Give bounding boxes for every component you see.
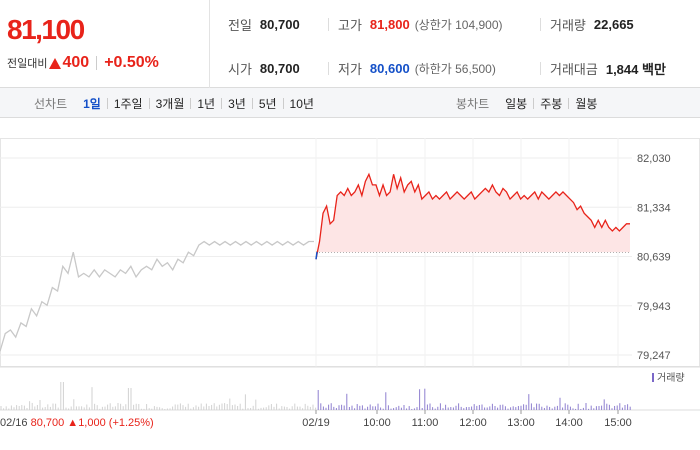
line-chart-label: 선차트 — [34, 96, 68, 111]
stat-prev-close: 전일 80,700 — [228, 14, 300, 34]
change-row: 전일대비 400 +0.50% — [7, 54, 159, 72]
prev-day-change: 1,000 — [78, 417, 109, 429]
divider — [328, 18, 329, 31]
today-area-fill — [316, 174, 630, 260]
current-price: 81,100 — [7, 14, 85, 45]
x-tick-label: 13:00 — [507, 417, 535, 429]
tab-line-6[interactable]: 10년 — [289, 96, 314, 111]
y-tick-label: 80,639 — [637, 252, 671, 264]
stat-label: 거래량 — [550, 17, 586, 33]
divider — [328, 62, 329, 75]
stat-low: 저가 80,600 (하한가 56,500) — [338, 58, 496, 78]
volume-legend: 거래량 — [657, 372, 685, 384]
x-tick-label: 10:00 — [363, 417, 391, 429]
x-tick-label: 14:00 — [555, 417, 583, 429]
prev-day-line — [0, 240, 314, 352]
stats-grid: 전일 80,700 고가 81,800 (상한가 104,900) 거래량 22… — [210, 0, 700, 88]
stat-label: 저가 — [338, 61, 362, 77]
tab-divider — [282, 97, 284, 109]
lower-limit: (하한가 56,500) — [414, 61, 496, 76]
upper-limit: (상한가 104,900) — [414, 17, 503, 32]
price-chart[interactable]: 82,030 81,334 80,639 79,943 79,247 거래량 02/19 10… — [0, 118, 700, 450]
price-box: 81,100 전일대비 400 +0.50% — [0, 0, 210, 88]
tab-divider — [533, 97, 535, 109]
prev-day-price: 80,700 — [31, 417, 68, 429]
stat-value: 22,665 — [593, 16, 634, 32]
tab-candle-1[interactable]: 주봉 — [540, 96, 563, 111]
tab-line-4[interactable]: 3년 — [228, 96, 246, 111]
x-tick-label: 11:00 — [412, 417, 439, 429]
divider — [540, 62, 541, 75]
tab-line-2[interactable]: 3개월 — [155, 96, 185, 111]
tab-line-1[interactable]: 1주일 — [113, 96, 143, 111]
stat-value: 80,600 — [369, 60, 410, 76]
x-tick-label: 02/19 — [302, 417, 330, 429]
change-percent: +0.50% — [104, 54, 159, 71]
tab-line-0[interactable]: 1일 — [83, 96, 101, 111]
stat-value: 1,844 백만 — [605, 61, 666, 77]
up-arrow-icon — [49, 57, 62, 69]
stat-amount: 거래대금 1,844 백만 — [550, 58, 666, 78]
chart-tab-bar: 선차트 1일 1주일 3개월 1년 3년 5년 10년 봉차트 일봉 주봉 월봉 — [0, 88, 700, 118]
quote-header: 81,100 전일대비 400 +0.50% 전일 80,700 고가 81,8… — [0, 0, 700, 88]
tab-candle-0[interactable]: 일봉 — [505, 96, 528, 111]
candle-chart-tabs: 봉차트 일봉 주봉 월봉 — [456, 88, 597, 118]
x-tick-label: 12:00 — [459, 417, 487, 429]
stat-label: 전일 — [228, 17, 252, 33]
line-chart-tabs: 선차트 1일 1주일 3개월 1년 3년 5년 10년 — [34, 88, 314, 118]
change-label: 전일대비 — [7, 58, 48, 70]
stat-value: 80,700 — [259, 16, 300, 32]
up-arrow-icon: ▲ — [67, 417, 78, 429]
tab-divider — [106, 97, 108, 109]
stat-volume: 거래량 22,665 — [550, 14, 634, 34]
prev-day-info: 02/16 80,700 ▲1,000 (+1.25%) — [0, 417, 154, 429]
tab-line-5[interactable]: 5년 — [258, 96, 277, 111]
tab-divider — [148, 97, 150, 109]
tab-divider — [190, 97, 192, 109]
y-tick-label: 81,334 — [637, 202, 671, 214]
prev-day-percent: (+1.25%) — [109, 417, 154, 429]
change-value: 400 — [62, 54, 90, 71]
volume-legend-swatch — [652, 373, 654, 382]
stat-value: 81,800 — [369, 16, 410, 32]
divider — [540, 18, 541, 31]
stat-label: 거래대금 — [550, 61, 598, 77]
prev-day-date: 02/16 — [0, 417, 31, 429]
tab-divider — [568, 97, 570, 109]
tab-divider — [251, 97, 253, 109]
y-tick-label: 79,943 — [637, 301, 671, 313]
divider — [96, 56, 98, 70]
candle-chart-label: 봉차트 — [456, 96, 490, 111]
x-tick-label: 15:00 — [604, 417, 632, 429]
stat-label: 시가 — [228, 61, 252, 77]
stat-open: 시가 80,700 — [228, 58, 300, 78]
stat-high: 고가 81,800 (상한가 104,900) — [338, 14, 503, 34]
tab-line-3[interactable]: 1년 — [197, 96, 216, 111]
tab-divider — [221, 97, 223, 109]
stat-label: 고가 — [338, 17, 362, 33]
stat-value: 80,700 — [259, 60, 300, 76]
y-tick-label: 79,247 — [637, 350, 671, 362]
tab-candle-2[interactable]: 월봉 — [575, 96, 598, 111]
open-dip-mark — [315, 252, 318, 260]
today-price-line — [315, 172, 630, 260]
y-tick-label: 82,030 — [637, 153, 671, 165]
